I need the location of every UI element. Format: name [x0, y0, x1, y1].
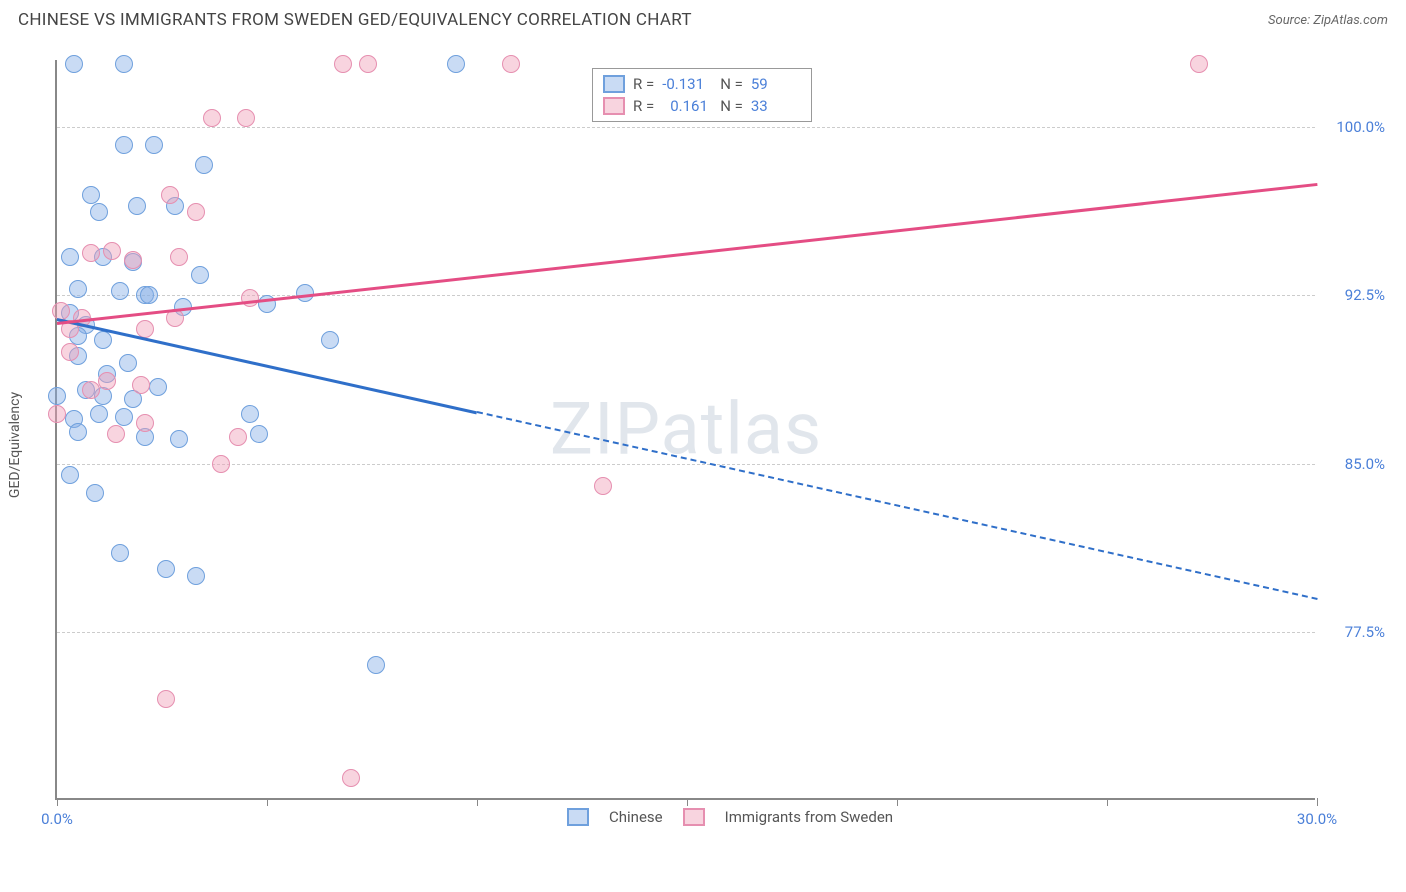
gridline-h — [57, 127, 1315, 128]
scatter-point — [82, 244, 100, 262]
scatter-point — [241, 405, 259, 423]
scatter-point — [237, 109, 255, 127]
scatter-point — [229, 428, 247, 446]
n-label: N = — [720, 75, 743, 93]
scatter-point — [447, 55, 465, 73]
scatter-point — [195, 156, 213, 174]
scatter-point — [65, 55, 83, 73]
title-bar: CHINESE VS IMMIGRANTS FROM SWEDEN GED/EQ… — [0, 0, 1406, 36]
scatter-point — [124, 251, 142, 269]
chart-container: GED/Equivalency ZIPatlas R = -0.131 N = … — [40, 50, 1390, 840]
scatter-point — [115, 55, 133, 73]
scatter-point — [187, 203, 205, 221]
x-tick-label: 30.0% — [1297, 810, 1337, 828]
gridline-h — [57, 464, 1315, 465]
swatch-chinese — [603, 75, 625, 93]
scatter-point — [48, 387, 66, 405]
y-tick-label: 92.5% — [1325, 286, 1385, 304]
scatter-point — [52, 302, 70, 320]
x-tick — [1107, 798, 1108, 806]
scatter-point — [157, 560, 175, 578]
scatter-point — [250, 425, 268, 443]
scatter-point — [94, 331, 112, 349]
scatter-point — [334, 55, 352, 73]
r-value-1: 0.161 — [662, 97, 712, 115]
x-tick — [57, 798, 58, 806]
n-value-0: 59 — [751, 75, 801, 93]
scatter-point — [149, 378, 167, 396]
scatter-point — [359, 55, 377, 73]
scatter-point — [594, 477, 612, 495]
x-tick — [477, 798, 478, 806]
gridline-h — [57, 632, 1315, 633]
swatch-chinese-bottom — [567, 808, 589, 826]
scatter-point — [48, 405, 66, 423]
stats-legend-row-0: R = -0.131 N = 59 — [603, 73, 801, 95]
scatter-point — [145, 136, 163, 154]
chart-title: CHINESE VS IMMIGRANTS FROM SWEDEN GED/EQ… — [18, 10, 692, 30]
scatter-point — [119, 354, 137, 372]
scatter-point — [136, 414, 154, 432]
scatter-point — [170, 248, 188, 266]
scatter-point — [157, 690, 175, 708]
scatter-point — [128, 197, 146, 215]
y-tick-label: 77.5% — [1325, 623, 1385, 641]
source-attribution: Source: ZipAtlas.com — [1268, 13, 1388, 28]
stats-legend: R = -0.131 N = 59 R = 0.161 N = 33 — [592, 68, 812, 122]
scatter-point — [107, 425, 125, 443]
y-tick-label: 100.0% — [1325, 118, 1385, 136]
scatter-point — [82, 186, 100, 204]
r-label: R = — [633, 75, 654, 93]
series-legend: Chinese Immigrants from Sweden — [567, 808, 893, 826]
scatter-point — [203, 109, 221, 127]
scatter-point — [69, 423, 87, 441]
scatter-point — [241, 289, 259, 307]
stats-legend-row-1: R = 0.161 N = 33 — [603, 95, 801, 117]
swatch-sweden-bottom — [683, 808, 705, 826]
scatter-point — [212, 455, 230, 473]
x-tick-label: 0.0% — [41, 810, 73, 828]
scatter-point — [502, 55, 520, 73]
scatter-point — [61, 343, 79, 361]
scatter-point — [132, 376, 150, 394]
y-tick-label: 85.0% — [1325, 455, 1385, 473]
scatter-point — [1190, 55, 1208, 73]
n-label: N = — [720, 97, 743, 115]
scatter-point — [61, 466, 79, 484]
r-label: R = — [633, 97, 654, 115]
scatter-point — [90, 203, 108, 221]
scatter-point — [367, 656, 385, 674]
x-tick — [897, 798, 898, 806]
scatter-point — [98, 372, 116, 390]
scatter-point — [111, 282, 129, 300]
legend-label-0: Chinese — [609, 808, 663, 826]
scatter-point — [61, 248, 79, 266]
scatter-point — [115, 408, 133, 426]
scatter-point — [103, 242, 121, 260]
scatter-point — [115, 136, 133, 154]
scatter-point — [82, 381, 100, 399]
x-tick — [1317, 798, 1318, 806]
x-tick — [267, 798, 268, 806]
swatch-sweden — [603, 97, 625, 115]
scatter-point — [321, 331, 339, 349]
plot-area: ZIPatlas R = -0.131 N = 59 R = 0.161 N =… — [55, 60, 1315, 800]
scatter-point — [90, 405, 108, 423]
n-value-1: 33 — [751, 97, 801, 115]
x-tick — [687, 798, 688, 806]
scatter-point — [86, 484, 104, 502]
scatter-point — [111, 544, 129, 562]
scatter-point — [69, 280, 87, 298]
scatter-point — [161, 186, 179, 204]
trend-line — [57, 183, 1317, 325]
scatter-point — [342, 769, 360, 787]
scatter-point — [170, 430, 188, 448]
scatter-point — [191, 266, 209, 284]
r-value-0: -0.131 — [662, 75, 712, 93]
legend-label-1: Immigrants from Sweden — [725, 808, 893, 826]
y-axis-label: GED/Equivalency — [7, 392, 23, 498]
scatter-point — [140, 286, 158, 304]
trend-line — [477, 411, 1317, 600]
scatter-point — [187, 567, 205, 585]
